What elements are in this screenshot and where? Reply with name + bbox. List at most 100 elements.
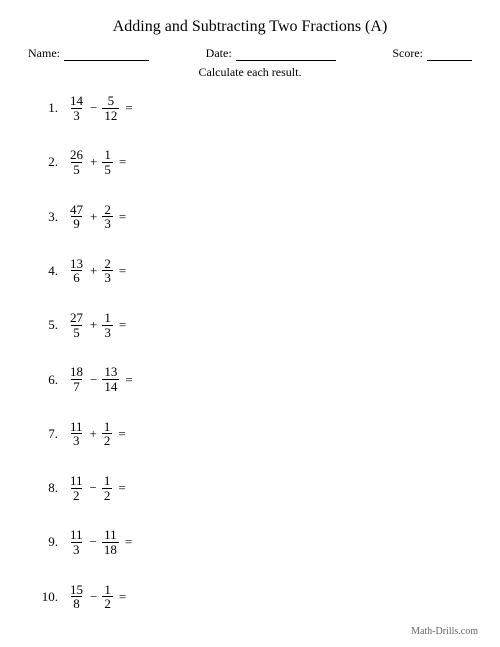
equals-sign: = <box>119 317 126 333</box>
numerator: 5 <box>106 94 117 108</box>
operator: − <box>90 589 97 605</box>
denominator: 7 <box>71 379 82 394</box>
header-row: Name: Date: Score: <box>28 46 472 61</box>
equals-sign: = <box>118 426 125 442</box>
operator: − <box>90 534 97 550</box>
fraction-b: 13 <box>102 311 113 339</box>
denominator: 5 <box>71 325 82 340</box>
problem-row: 1. 143−512 = <box>36 94 472 122</box>
numerator: 47 <box>68 203 85 217</box>
score-field: Score: <box>392 46 472 61</box>
operator: + <box>90 209 97 225</box>
equals-sign: = <box>119 209 126 225</box>
fraction-b: 23 <box>102 257 113 285</box>
denominator: 3 <box>71 108 82 123</box>
operator: + <box>90 154 97 170</box>
denominator: 2 <box>102 433 113 448</box>
problem-row: 2.265+15= <box>36 148 472 176</box>
problem-row: 5.275+13= <box>36 311 472 339</box>
numerator: 14 <box>68 94 85 108</box>
problem-number: 1. <box>36 100 58 116</box>
denominator: 3 <box>71 433 82 448</box>
problem-number: 6. <box>36 372 58 388</box>
problem-number: 7. <box>36 426 58 442</box>
fraction-b: 512 <box>102 94 119 122</box>
problem-row: 4. 136 +23 = <box>36 257 472 285</box>
operator: − <box>90 480 97 496</box>
fraction-a: 265 <box>68 148 85 176</box>
fraction-a: 479 <box>68 203 85 231</box>
fraction-b: 12 <box>102 420 113 448</box>
problem-number: 2. <box>36 154 58 170</box>
equals-sign: = <box>118 480 125 496</box>
numerator: 1 <box>102 474 113 488</box>
numerator: 1 <box>102 583 113 597</box>
denominator: 18 <box>102 542 119 557</box>
date-blank[interactable] <box>236 48 336 61</box>
date-field: Date: <box>206 46 336 61</box>
numerator: 2 <box>102 257 113 271</box>
denominator: 3 <box>102 216 113 231</box>
numerator: 1 <box>102 148 113 162</box>
problem-row: 8.112−12= <box>36 474 472 502</box>
problem-number: 10. <box>36 589 58 605</box>
worksheet-page: Adding and Subtracting Two Fractions (A)… <box>0 0 500 611</box>
fraction-a: 158 <box>68 583 85 611</box>
problems-list: 1.143−512=2.265+15=3.479+23=4.136+23=5.2… <box>28 94 472 611</box>
numerator: 15 <box>68 583 85 597</box>
problem-number: 9. <box>36 534 58 550</box>
fraction-b: 1118 <box>102 528 119 556</box>
denominator: 2 <box>102 488 113 503</box>
problem-row: 6. 187−1314 = <box>36 365 472 393</box>
problem-number: 4. <box>36 263 58 279</box>
equals-sign: = <box>125 372 132 388</box>
instruction-text: Calculate each result. <box>28 65 472 80</box>
fraction-a: 112 <box>68 474 85 502</box>
numerator: 26 <box>68 148 85 162</box>
numerator: 11 <box>68 528 85 542</box>
denominator: 2 <box>71 488 82 503</box>
denominator: 6 <box>71 270 82 285</box>
name-label: Name: <box>28 46 60 61</box>
denominator: 2 <box>102 596 113 611</box>
numerator: 18 <box>68 365 85 379</box>
fraction-b: 12 <box>102 583 113 611</box>
fraction-a: 136 <box>68 257 85 285</box>
denominator: 9 <box>71 216 82 231</box>
problem-row: 9. 113−1118 = <box>36 528 472 556</box>
score-label: Score: <box>392 46 423 61</box>
equals-sign: = <box>125 534 132 550</box>
problem-number: 8. <box>36 480 58 496</box>
operator: + <box>90 317 97 333</box>
equals-sign: = <box>119 589 126 605</box>
denominator: 5 <box>71 162 82 177</box>
equals-sign: = <box>119 263 126 279</box>
problem-row: 10. 158−12 = <box>36 583 472 611</box>
fraction-b: 1314 <box>102 365 119 393</box>
denominator: 8 <box>71 596 82 611</box>
date-label: Date: <box>206 46 232 61</box>
denominator: 14 <box>102 379 119 394</box>
name-blank[interactable] <box>64 48 149 61</box>
fraction-a: 275 <box>68 311 85 339</box>
fraction-a: 187 <box>68 365 85 393</box>
numerator: 11 <box>68 474 85 488</box>
operator: − <box>90 100 97 116</box>
fraction-b: 15 <box>102 148 113 176</box>
denominator: 3 <box>71 542 82 557</box>
operator: + <box>90 263 97 279</box>
equals-sign: = <box>125 100 132 116</box>
numerator: 1 <box>102 311 113 325</box>
denominator: 3 <box>102 325 113 340</box>
operator: + <box>90 426 97 442</box>
problem-row: 3.479+23= <box>36 203 472 231</box>
denominator: 12 <box>102 108 119 123</box>
fraction-a: 113 <box>68 420 85 448</box>
score-blank[interactable] <box>427 48 472 61</box>
numerator: 13 <box>68 257 85 271</box>
problem-row: 7. 113 +12 = <box>36 420 472 448</box>
fraction-b: 23 <box>102 203 113 231</box>
operator: − <box>90 372 97 388</box>
equals-sign: = <box>119 154 126 170</box>
denominator: 5 <box>102 162 113 177</box>
